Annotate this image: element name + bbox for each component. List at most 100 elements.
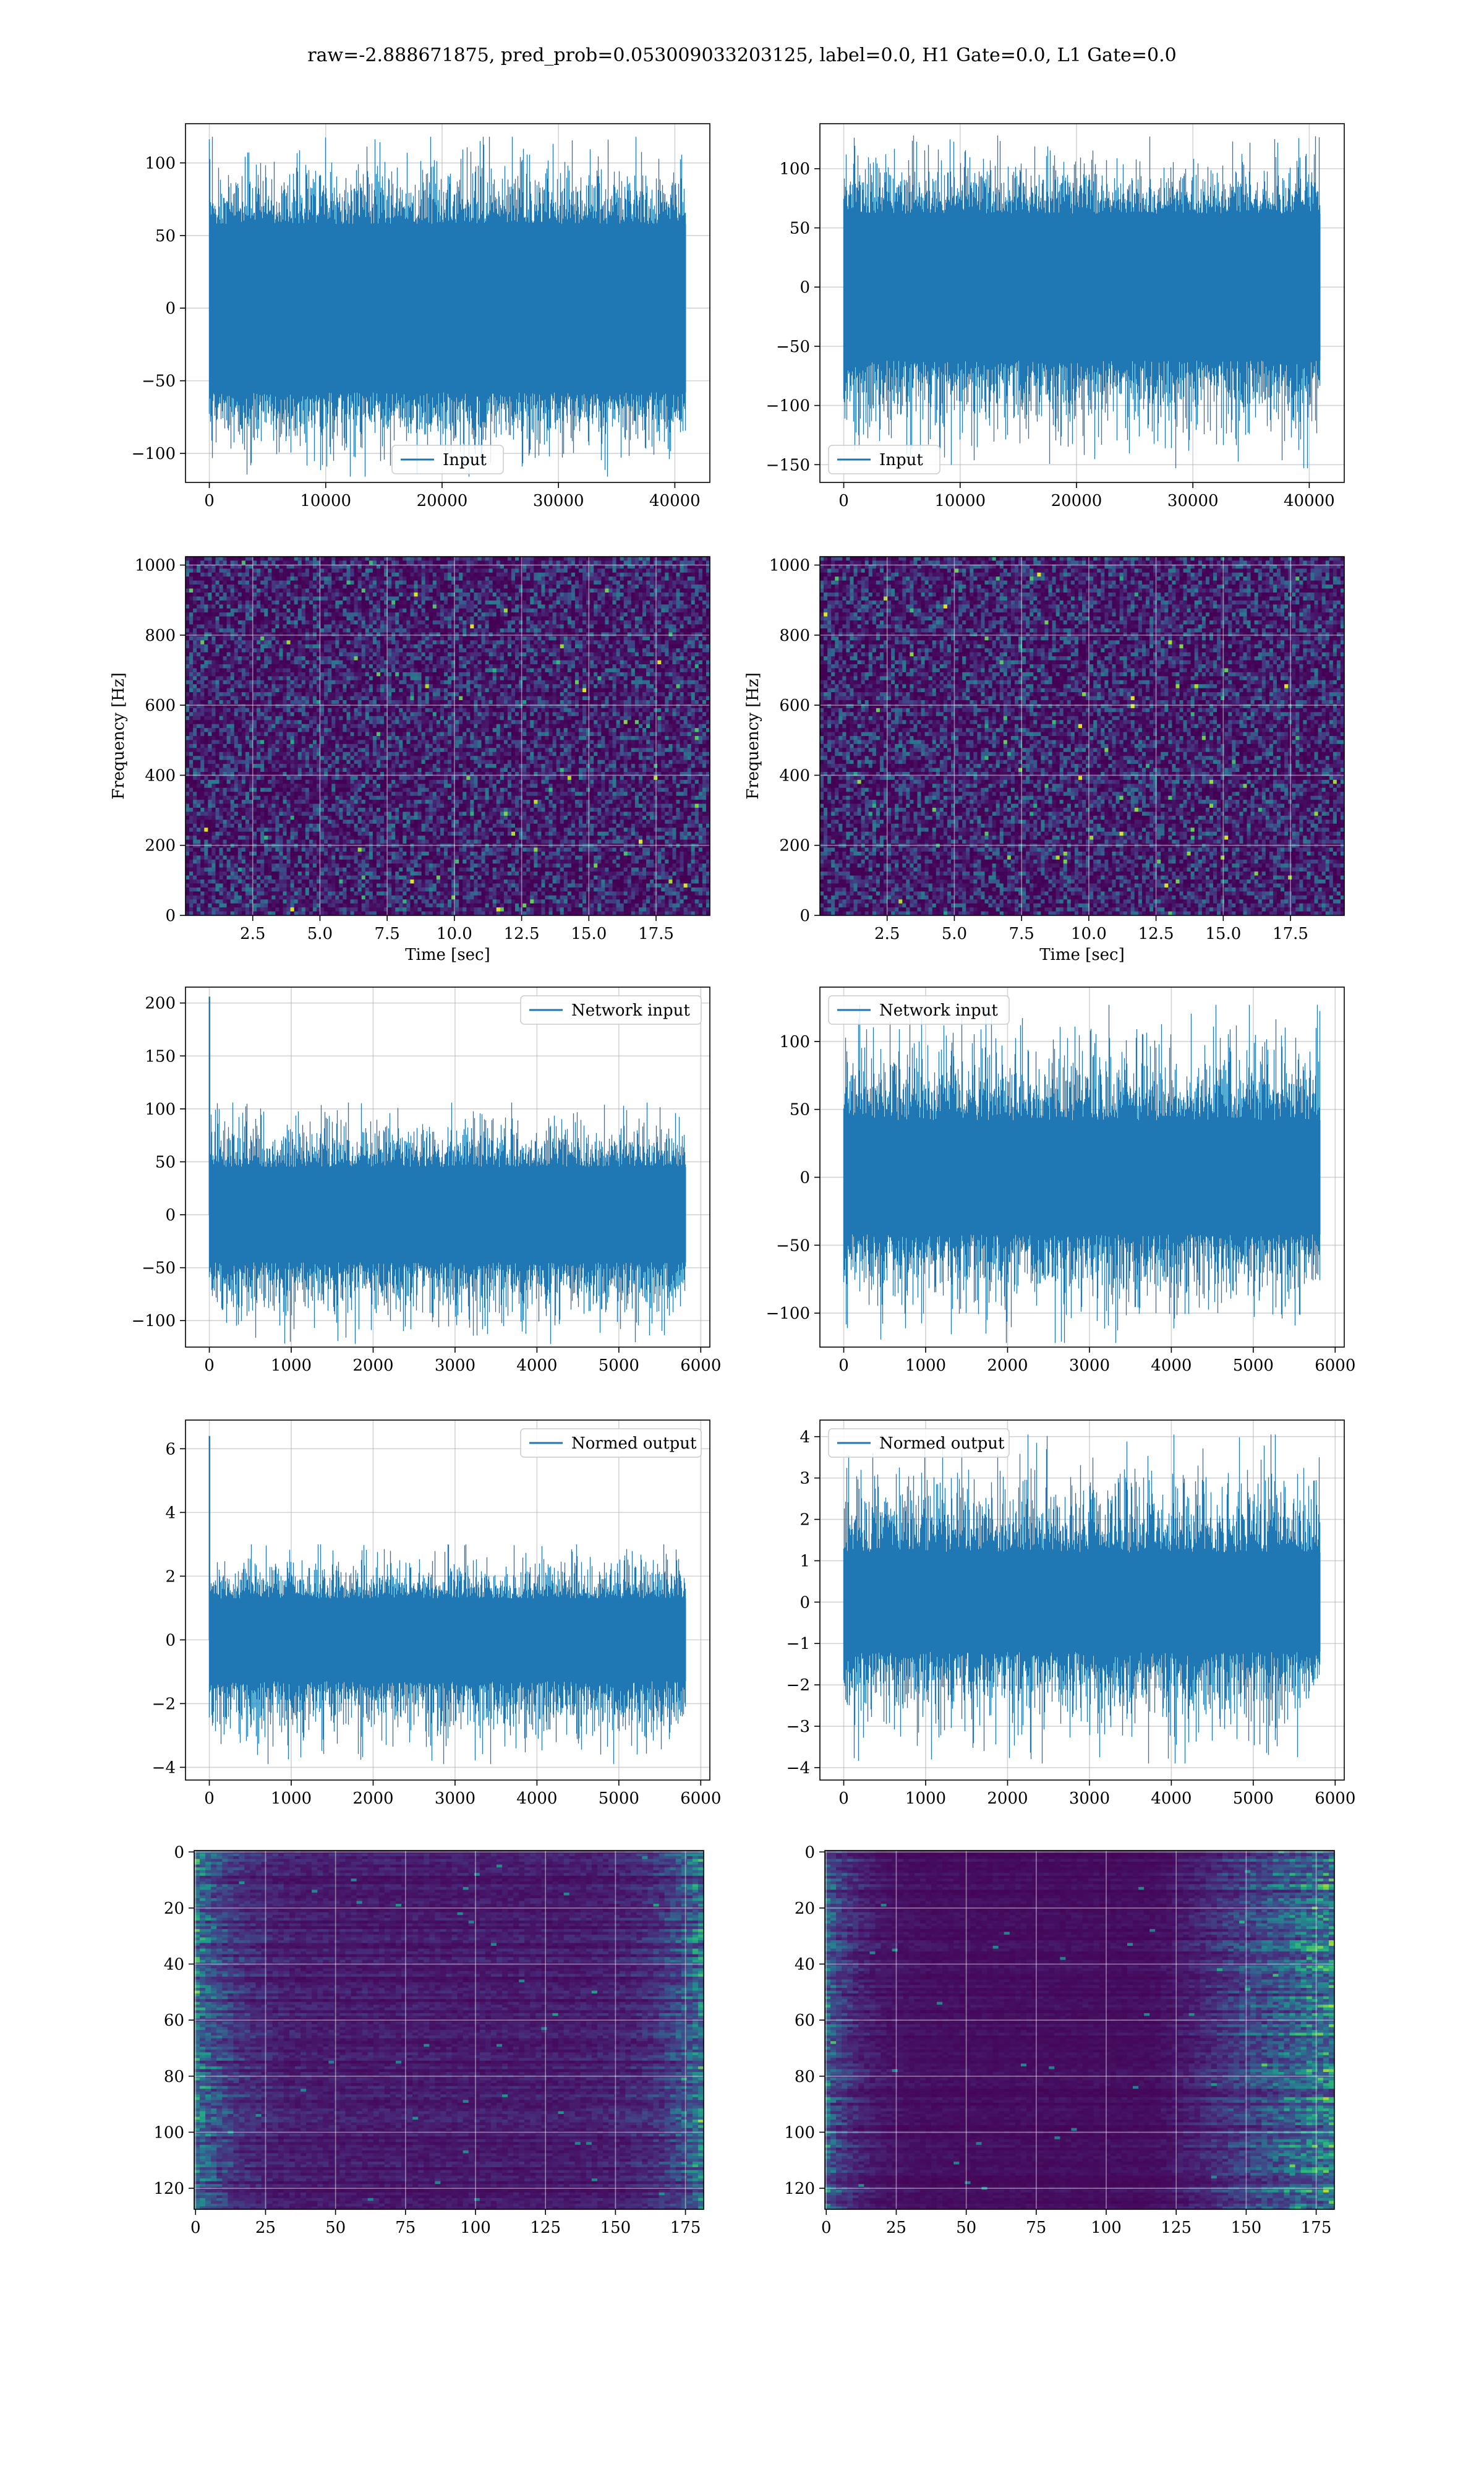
x-tick-label: 2000 bbox=[352, 1789, 393, 1808]
legend-box bbox=[520, 995, 702, 1025]
x-tick-label: 6000 bbox=[680, 1789, 721, 1808]
x-tick-label: 4000 bbox=[516, 1789, 557, 1808]
y-tick-label: −150 bbox=[766, 456, 810, 474]
axes-frame bbox=[819, 1419, 1345, 1781]
x-tick-label: 1000 bbox=[271, 1789, 312, 1808]
y-tick-label: 40 bbox=[164, 1956, 184, 1974]
y-tick-label: 0 bbox=[800, 278, 810, 297]
x-tick-label: 5000 bbox=[1233, 1789, 1274, 1808]
y-tick-label: 100 bbox=[153, 2123, 184, 2142]
y-tick-label: 800 bbox=[145, 627, 176, 645]
y-tick-label: 600 bbox=[145, 696, 176, 715]
y-tick-label: 4 bbox=[165, 1504, 176, 1522]
y-tick-label: −2 bbox=[787, 1676, 810, 1695]
x-tick-label: 10.0 bbox=[1071, 925, 1107, 943]
y-tick-label: 400 bbox=[779, 766, 810, 785]
y-tick-label: −4 bbox=[152, 1758, 176, 1777]
x-tick-label: 12.5 bbox=[504, 925, 540, 943]
y-tick-label: 400 bbox=[145, 766, 176, 785]
y-tick-label: 120 bbox=[153, 2180, 184, 2198]
x-tick-label: 6000 bbox=[680, 1356, 721, 1375]
x-tick-label: 150 bbox=[1231, 2219, 1262, 2237]
y-tick-label: −100 bbox=[766, 1304, 810, 1323]
x-tick-label: 40000 bbox=[649, 492, 701, 510]
axes-frame bbox=[824, 1850, 1335, 2210]
x-tick-label: 5000 bbox=[1233, 1356, 1274, 1375]
y-tick-label: 200 bbox=[145, 837, 176, 855]
x-tick-label: 3000 bbox=[435, 1356, 475, 1375]
y-tick-label: 100 bbox=[145, 1100, 176, 1119]
x-tick-label: 0 bbox=[204, 492, 215, 510]
series-line bbox=[843, 1434, 1321, 1764]
y-tick-label: 1 bbox=[800, 1552, 810, 1570]
y-tick-label: −50 bbox=[776, 338, 810, 356]
y-tick-label: 0 bbox=[800, 1168, 810, 1187]
y-tick-label: 800 bbox=[779, 627, 810, 645]
x-tick-label: 6000 bbox=[1315, 1789, 1355, 1808]
x-tick-label: 15.0 bbox=[1205, 925, 1241, 943]
legend: Normed output bbox=[828, 1428, 1010, 1458]
x-tick-label: 20000 bbox=[1051, 492, 1102, 510]
x-axis-label: Time [sec] bbox=[1039, 946, 1125, 964]
x-tick-label: 2.5 bbox=[874, 925, 900, 943]
y-tick-label: −50 bbox=[776, 1236, 810, 1255]
axes-frame bbox=[185, 556, 710, 916]
legend-label: Input bbox=[879, 451, 923, 469]
x-tick-label: 3000 bbox=[435, 1789, 475, 1808]
x-tick-label: 20000 bbox=[417, 492, 468, 510]
chart-feat-h1: 0 25 50 75 100 125 150 175 0 20 40 60 80 100 120 bbox=[153, 1843, 704, 2237]
x-tick-label: 50 bbox=[325, 2219, 346, 2237]
y-tick-label: 80 bbox=[164, 2068, 184, 2086]
y-tick-label: 4 bbox=[800, 1428, 810, 1447]
x-tick-label: 75 bbox=[1026, 2219, 1046, 2237]
x-tick-label: 2.5 bbox=[240, 925, 265, 943]
axes-frame bbox=[185, 123, 710, 483]
y-tick-label: 0 bbox=[165, 1631, 176, 1650]
legend-box bbox=[391, 445, 504, 474]
x-tick-label: 0 bbox=[821, 2219, 832, 2237]
chart-input-h1: 0 10000 20000 30000 40000 −100 −50 0 50 100 Input bbox=[132, 123, 710, 510]
x-tick-label: 10.0 bbox=[437, 925, 472, 943]
chart-feat-l1: 0 25 50 75 100 125 150 175 0 20 40 60 80 100 120 bbox=[784, 1843, 1335, 2237]
y-tick-label: 50 bbox=[790, 1101, 810, 1119]
x-tick-label: 30000 bbox=[1167, 492, 1219, 510]
x-tick-label: 125 bbox=[530, 2219, 561, 2237]
chart-spec-l1: 2.5 5.0 7.5 10.0 12.5 15.0 17.5 0 200 400 600 800 10… bbox=[744, 556, 1345, 964]
y-tick-label: −3 bbox=[787, 1718, 810, 1736]
legend-box bbox=[828, 995, 1010, 1025]
chart-netin-l1: 0 1000 2000 3000 4000 5000 6000 −100 −50 0 50 100 Ne… bbox=[766, 987, 1355, 1375]
y-tick-label: 20 bbox=[164, 1899, 184, 1918]
series-line bbox=[208, 1544, 686, 1765]
y-tick-label: 80 bbox=[795, 2068, 815, 2086]
legend: Input bbox=[391, 445, 504, 474]
y-tick-label: 600 bbox=[779, 696, 810, 715]
heatmap-cells bbox=[186, 557, 710, 916]
x-tick-label: 125 bbox=[1161, 2219, 1192, 2237]
axes-frame bbox=[819, 556, 1345, 916]
y-tick-label: 3 bbox=[800, 1470, 810, 1488]
y-axis-label: Frequency [Hz] bbox=[744, 672, 762, 800]
x-tick-label: 0 bbox=[204, 1356, 215, 1375]
legend: Network input bbox=[828, 995, 1010, 1025]
legend-label: Input bbox=[443, 451, 487, 469]
legend: Network input bbox=[520, 995, 702, 1025]
legend: Input bbox=[828, 445, 940, 474]
legend-label: Network input bbox=[879, 1001, 998, 1020]
x-tick-label: 12.5 bbox=[1138, 925, 1174, 943]
y-tick-label: 200 bbox=[145, 995, 176, 1013]
y-tick-label: −2 bbox=[152, 1695, 176, 1713]
x-tick-label: 3000 bbox=[1069, 1356, 1110, 1375]
y-tick-label: 100 bbox=[145, 154, 176, 173]
x-tick-label: 0 bbox=[838, 492, 849, 510]
y-tick-label: 50 bbox=[155, 227, 176, 246]
x-tick-label: 6000 bbox=[1315, 1356, 1355, 1375]
y-tick-label: 50 bbox=[790, 219, 810, 238]
heatmap-cells bbox=[825, 1851, 1335, 2210]
y-tick-label: −100 bbox=[132, 445, 176, 463]
legend-box bbox=[828, 445, 940, 474]
y-axis-label: Frequency [Hz] bbox=[109, 672, 128, 800]
x-tick-label: 30000 bbox=[533, 492, 584, 510]
legend-box bbox=[520, 1428, 702, 1458]
legend: Normed output bbox=[520, 1428, 702, 1458]
x-tick-label: 2000 bbox=[352, 1356, 393, 1375]
